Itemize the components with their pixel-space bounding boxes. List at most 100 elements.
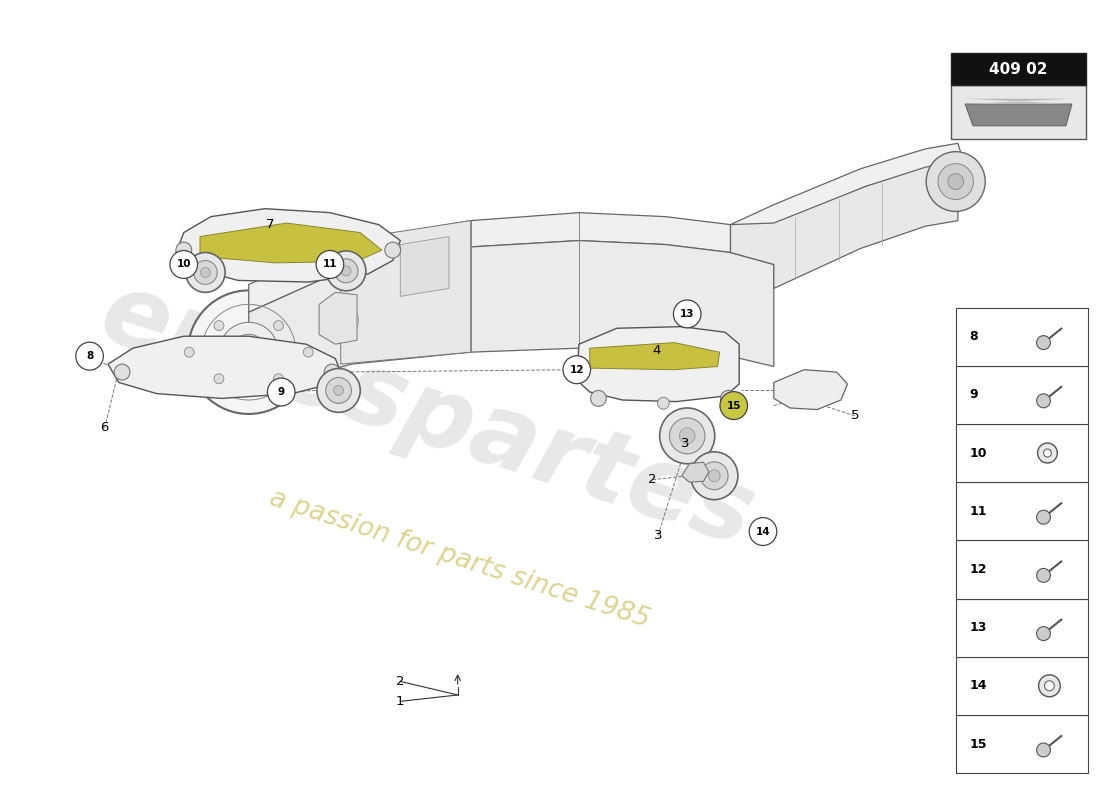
- Circle shape: [324, 364, 340, 380]
- Circle shape: [385, 242, 400, 258]
- Circle shape: [170, 250, 198, 278]
- Polygon shape: [341, 221, 471, 364]
- Circle shape: [670, 418, 705, 454]
- Circle shape: [680, 428, 695, 444]
- Polygon shape: [773, 370, 847, 410]
- Text: 10: 10: [969, 446, 987, 459]
- Circle shape: [948, 174, 964, 190]
- Polygon shape: [590, 342, 719, 370]
- Polygon shape: [400, 237, 449, 296]
- Circle shape: [926, 152, 986, 211]
- Circle shape: [326, 378, 351, 403]
- Circle shape: [200, 267, 210, 278]
- Text: 14: 14: [969, 679, 987, 692]
- Circle shape: [660, 408, 715, 464]
- Bar: [956, 657, 1088, 715]
- Circle shape: [1037, 443, 1057, 463]
- Circle shape: [194, 261, 217, 285]
- Text: 11: 11: [322, 259, 338, 270]
- Circle shape: [708, 470, 720, 482]
- Circle shape: [1038, 675, 1060, 697]
- Polygon shape: [730, 161, 958, 288]
- Bar: [952, 85, 1086, 139]
- Bar: [956, 598, 1088, 657]
- Circle shape: [114, 364, 130, 380]
- Text: 8: 8: [969, 330, 978, 343]
- Circle shape: [1044, 449, 1052, 457]
- Circle shape: [691, 452, 738, 500]
- Polygon shape: [682, 462, 708, 482]
- Circle shape: [334, 259, 358, 283]
- Bar: [956, 366, 1088, 424]
- Circle shape: [1036, 394, 1050, 408]
- Circle shape: [341, 266, 351, 276]
- Circle shape: [333, 386, 343, 395]
- Text: 3: 3: [653, 529, 662, 542]
- Circle shape: [219, 322, 278, 382]
- Text: 10: 10: [176, 259, 191, 270]
- Circle shape: [1045, 681, 1055, 690]
- Text: 13: 13: [680, 309, 694, 319]
- Polygon shape: [730, 143, 964, 253]
- Circle shape: [1036, 336, 1050, 350]
- Text: 409 02: 409 02: [989, 62, 1047, 77]
- Circle shape: [188, 290, 310, 414]
- Circle shape: [720, 392, 748, 419]
- Circle shape: [938, 164, 974, 199]
- Text: a passion for parts since 1985: a passion for parts since 1985: [266, 486, 653, 634]
- Text: 4: 4: [652, 344, 661, 357]
- Text: 6: 6: [100, 422, 109, 434]
- Circle shape: [1036, 743, 1050, 757]
- Polygon shape: [176, 209, 400, 282]
- Circle shape: [241, 344, 256, 360]
- Circle shape: [1036, 569, 1050, 582]
- Circle shape: [563, 356, 591, 384]
- Text: 13: 13: [969, 621, 987, 634]
- Circle shape: [701, 462, 728, 490]
- Circle shape: [76, 342, 103, 370]
- Bar: [956, 424, 1088, 482]
- Circle shape: [274, 374, 284, 384]
- Polygon shape: [108, 336, 341, 398]
- Circle shape: [176, 242, 191, 258]
- Circle shape: [214, 321, 224, 330]
- Text: 15: 15: [726, 401, 741, 410]
- Circle shape: [231, 334, 266, 370]
- Text: 15: 15: [969, 738, 987, 750]
- Circle shape: [274, 321, 284, 330]
- Text: 2: 2: [396, 675, 405, 688]
- Circle shape: [185, 347, 194, 357]
- Circle shape: [317, 369, 360, 412]
- Text: 11: 11: [969, 505, 987, 518]
- Polygon shape: [319, 292, 358, 344]
- Circle shape: [316, 250, 343, 278]
- Text: 14: 14: [756, 526, 770, 537]
- Polygon shape: [200, 223, 382, 263]
- Circle shape: [1036, 626, 1050, 641]
- Bar: [956, 540, 1088, 598]
- Text: 2: 2: [648, 474, 657, 486]
- Circle shape: [673, 300, 701, 328]
- Circle shape: [591, 390, 606, 406]
- Circle shape: [1036, 510, 1050, 524]
- Circle shape: [314, 292, 369, 348]
- Text: 9: 9: [277, 387, 285, 397]
- Circle shape: [304, 347, 313, 357]
- Text: 9: 9: [969, 388, 978, 402]
- Polygon shape: [965, 104, 1071, 126]
- Text: 5: 5: [850, 410, 859, 422]
- Circle shape: [658, 398, 669, 409]
- Text: 8: 8: [86, 351, 94, 361]
- Text: 12: 12: [969, 563, 987, 576]
- Text: eurospartes: eurospartes: [89, 265, 766, 567]
- Circle shape: [720, 390, 736, 406]
- Circle shape: [214, 374, 224, 384]
- Polygon shape: [965, 98, 1071, 104]
- Text: 3: 3: [681, 438, 690, 450]
- Circle shape: [186, 253, 225, 292]
- Polygon shape: [576, 326, 739, 402]
- Circle shape: [749, 518, 777, 546]
- Text: 12: 12: [570, 365, 584, 374]
- Circle shape: [327, 251, 366, 290]
- Bar: [956, 715, 1088, 773]
